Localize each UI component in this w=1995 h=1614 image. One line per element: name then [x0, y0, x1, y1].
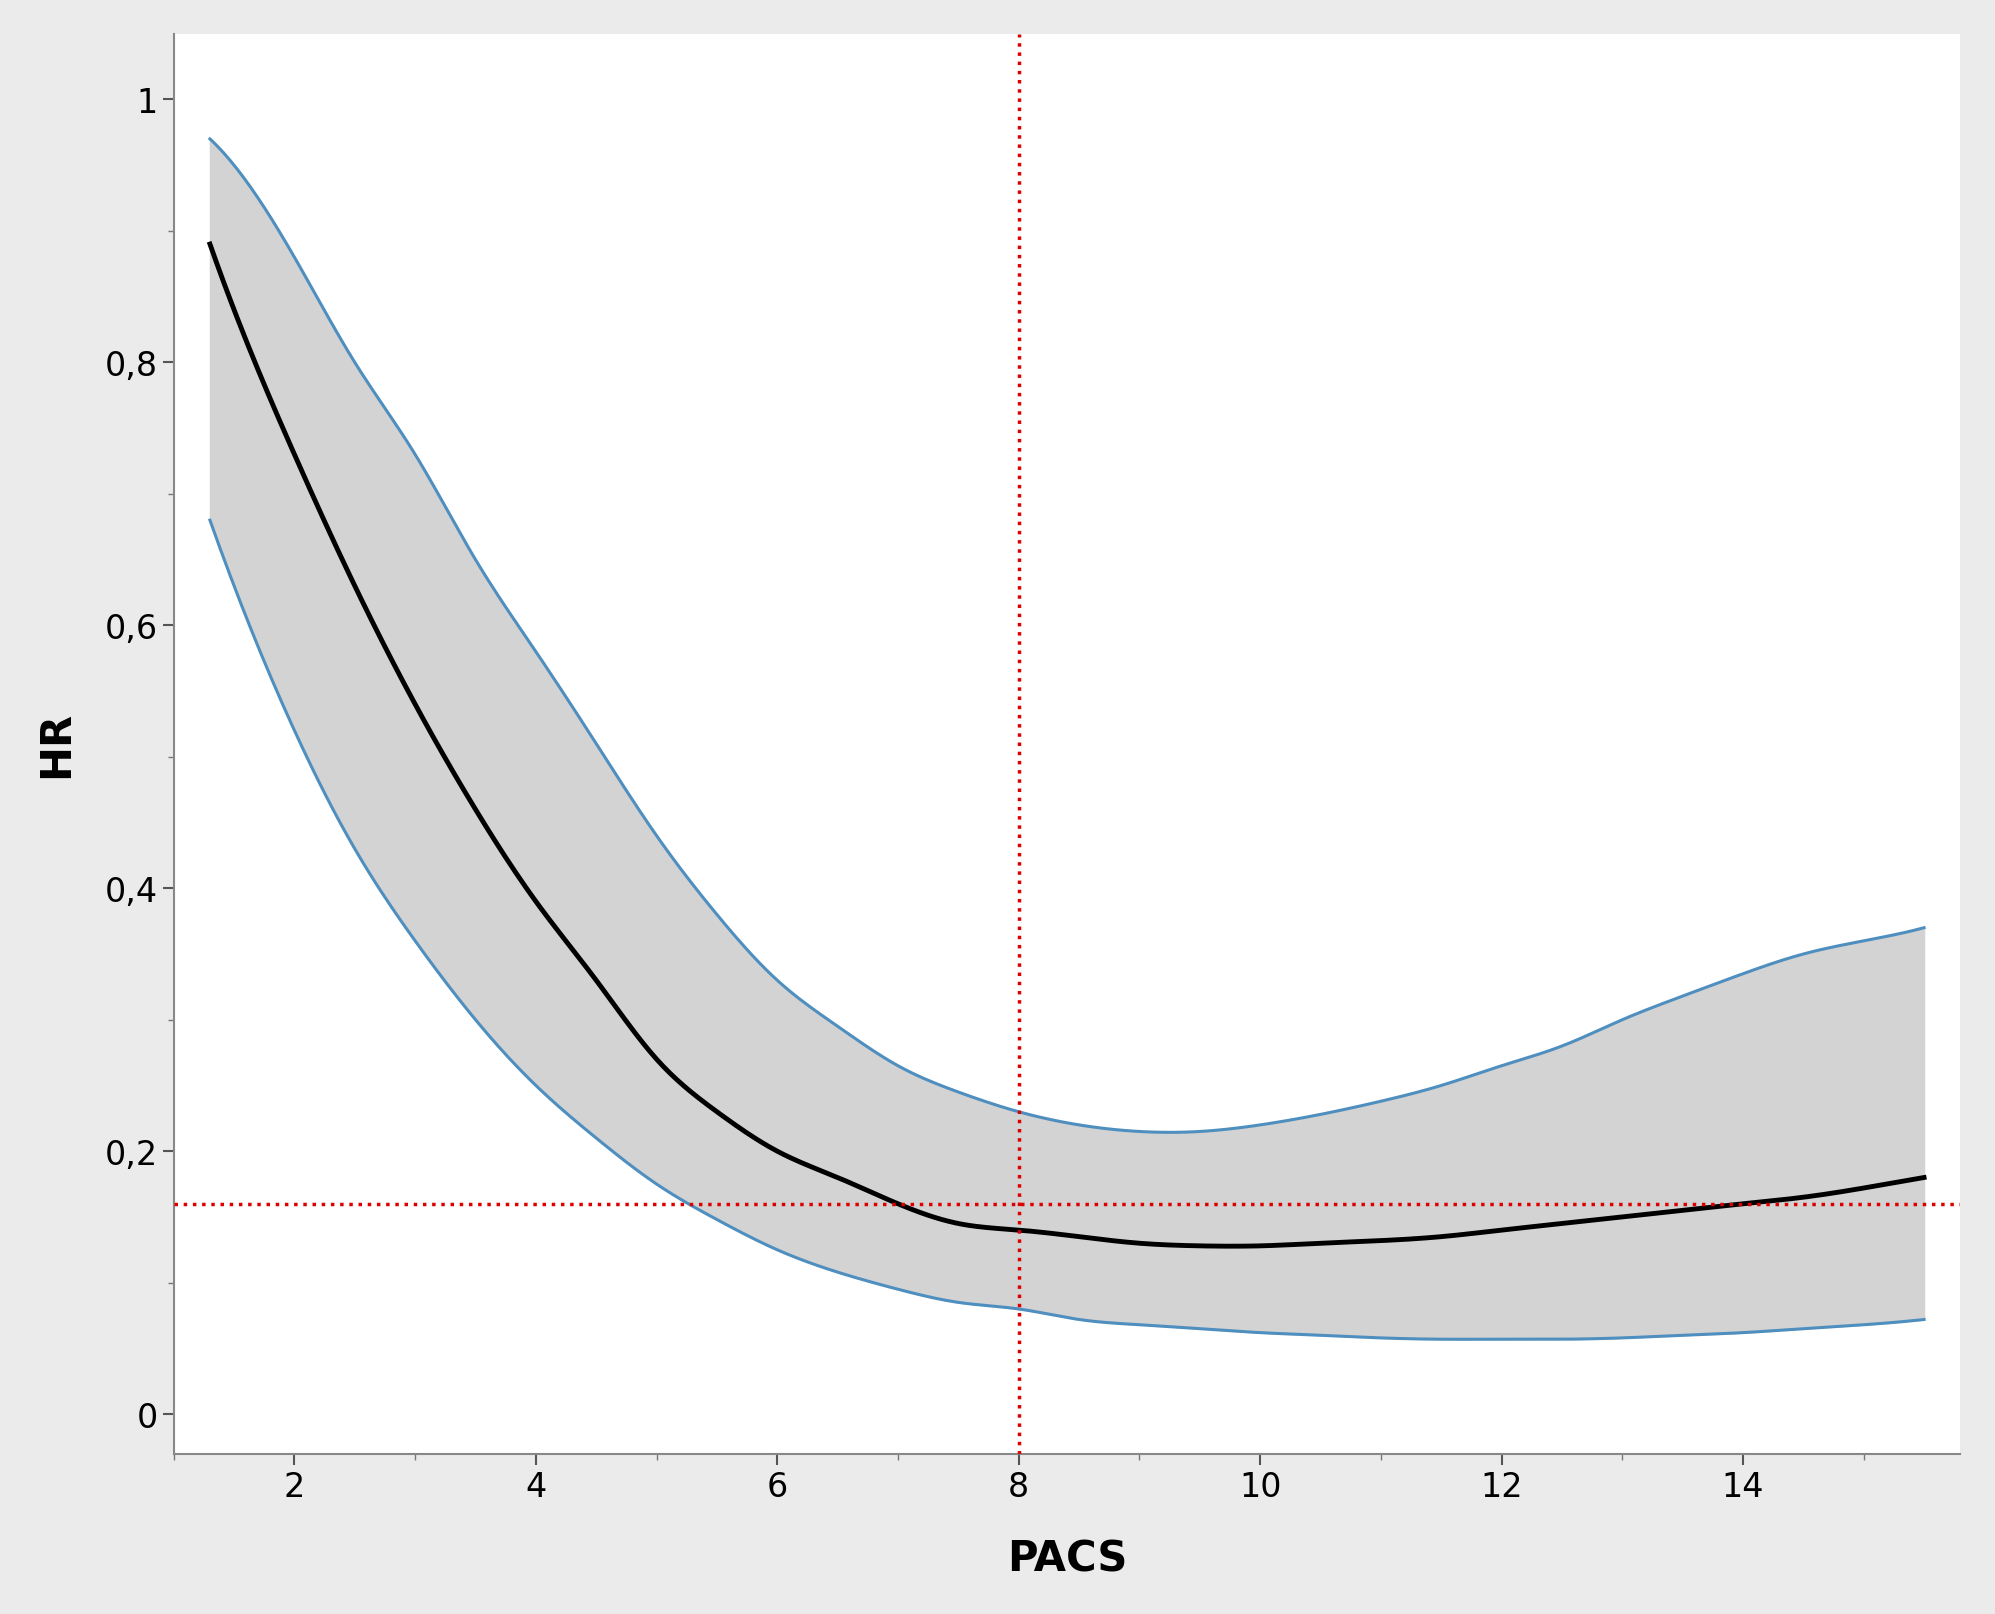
X-axis label: PACS: PACS	[1007, 1537, 1127, 1580]
Y-axis label: HR: HR	[34, 710, 76, 778]
